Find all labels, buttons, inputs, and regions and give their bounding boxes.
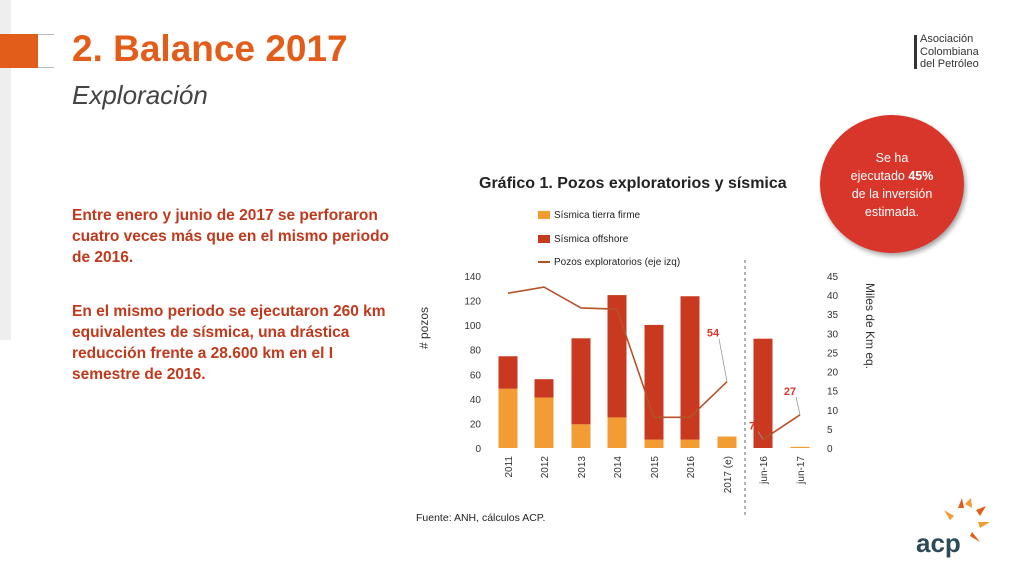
y-right-tick: 5	[827, 425, 833, 436]
x-tick-label: 2015	[650, 456, 661, 479]
bar-onshore	[644, 439, 664, 448]
x-tick-label: jun-17	[796, 456, 807, 485]
association-logo: Asociación Colombiana del Petróleo	[920, 33, 979, 71]
y-left-tick: 140	[464, 272, 481, 283]
y-right-tick: 0	[827, 444, 833, 455]
acp-wordmark: acp	[916, 528, 961, 558]
y-right-tick: 15	[827, 387, 839, 398]
y-right-tick: 30	[827, 329, 839, 340]
y-left-tick: 40	[470, 395, 482, 406]
legend-onshore: Sísmica tierra firme	[538, 210, 640, 221]
data-label-leader	[718, 338, 728, 382]
legend-offshore-swatch	[538, 235, 550, 244]
x-tick-label: jun-16	[759, 456, 770, 485]
logo-bar	[914, 35, 917, 69]
legend-wells-label: Pozos exploratorios (eje izq)	[554, 257, 681, 268]
bar-offshore	[753, 338, 773, 448]
acp-logo-star-icon	[944, 498, 990, 542]
y-left-tick: 60	[470, 370, 482, 381]
y-right-tick: 40	[827, 291, 839, 302]
chart-title: Gráfico 1. Pozos exploratorios y sísmica	[479, 175, 787, 192]
legend-wells: Pozos exploratorios (eje izq)	[538, 257, 680, 268]
y-left-tick: 120	[464, 297, 481, 308]
bar-offshore	[644, 324, 664, 440]
legend-offshore: Sísmica offshore	[538, 234, 628, 245]
chart-layer: 0 20 40 60 80 100 120 140 0 5 10 15 20 25 30 35 40 45 54 7 2…	[464, 260, 839, 518]
legend-onshore-label: Sísmica tierra firme	[554, 210, 641, 221]
legend-onshore-swatch	[538, 211, 550, 220]
bar-onshore	[607, 417, 627, 448]
bar-onshore	[790, 446, 810, 448]
investment-badge: Se ha ejecutado 45% de la inversión esti…	[820, 115, 964, 253]
badge-percent: 45%	[908, 169, 934, 183]
data-label-leader	[757, 431, 764, 440]
bar-onshore	[680, 439, 700, 448]
paragraph-wells: Entre enero y junio de 2017 se perforaro…	[72, 207, 390, 266]
y-right-axis-title: Miles de Km eq.	[863, 283, 877, 369]
legend-offshore-label: Sísmica offshore	[554, 234, 629, 245]
logo-line-2: Colombiana	[920, 45, 979, 58]
orange-accent-tab	[0, 34, 38, 68]
x-tick-label: 2017 (e)	[723, 456, 734, 493]
badge-line-4: estimada.	[864, 205, 920, 219]
data-label-leader	[795, 396, 801, 415]
bar-offshore	[534, 379, 554, 398]
wells-line	[507, 286, 728, 419]
data-label: 27	[784, 386, 796, 398]
left-decor-strip	[0, 0, 11, 340]
bar-offshore	[571, 338, 591, 425]
page-subtitle: Exploración	[72, 80, 208, 110]
page-title: 2. Balance 2017	[72, 28, 348, 69]
badge-line-2: ejecutado 45%	[820, 167, 964, 185]
y-left-tick: 0	[475, 444, 481, 455]
bar-onshore	[498, 388, 518, 448]
badge-line-2-prefix: ejecutado	[850, 169, 909, 183]
bar-onshore	[571, 424, 591, 448]
accent-tab-lines	[38, 34, 54, 68]
y-right-tick: 35	[827, 310, 839, 321]
badge-line-3: de la inversión	[851, 187, 933, 201]
y-right-tick: 20	[827, 368, 839, 379]
y-right-tick: 25	[827, 348, 839, 359]
x-tick-label: 2016	[686, 456, 697, 479]
acp-logo: acp	[916, 498, 990, 558]
bar-onshore	[534, 397, 554, 448]
bar-onshore	[717, 436, 737, 448]
bar-offshore	[680, 296, 700, 440]
data-label: 54	[707, 328, 720, 340]
wells-line	[762, 414, 801, 441]
y-right-tick: 10	[827, 406, 839, 417]
source-note: Fuente: ANH, cálculos ACP.	[416, 512, 546, 524]
logo-line-1: Asociación	[920, 33, 974, 45]
data-label: 7	[749, 420, 755, 432]
x-tick-label: 2011	[504, 456, 515, 478]
x-tick-label: 2013	[577, 456, 588, 479]
y-left-tick: 100	[464, 321, 481, 332]
x-tick-label: 2012	[540, 456, 551, 479]
x-tick-label: 2014	[613, 456, 624, 479]
y-right-tick: 45	[827, 272, 839, 283]
bar-offshore	[498, 356, 518, 389]
bar-offshore	[607, 295, 627, 418]
y-left-tick: 80	[470, 346, 482, 357]
legend-wells-line	[538, 261, 550, 264]
badge-line-1: Se ha	[875, 151, 909, 165]
logo-line-3: del Petróleo	[920, 58, 979, 70]
paragraph-seismic: En el mismo periodo se ejecutaron 260 km…	[72, 303, 386, 383]
y-left-axis-title: # pozos	[417, 307, 431, 349]
y-left-tick: 20	[470, 419, 482, 430]
